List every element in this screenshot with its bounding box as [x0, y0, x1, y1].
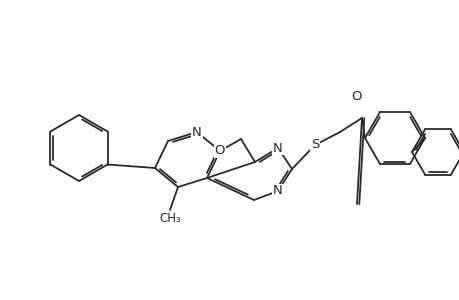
Text: N: N — [192, 125, 202, 139]
Text: O: O — [351, 89, 362, 103]
Text: CH₃: CH₃ — [159, 212, 180, 224]
Text: S: S — [310, 139, 319, 152]
Text: O: O — [214, 145, 225, 158]
Text: N: N — [273, 142, 282, 154]
Text: N: N — [273, 184, 282, 197]
